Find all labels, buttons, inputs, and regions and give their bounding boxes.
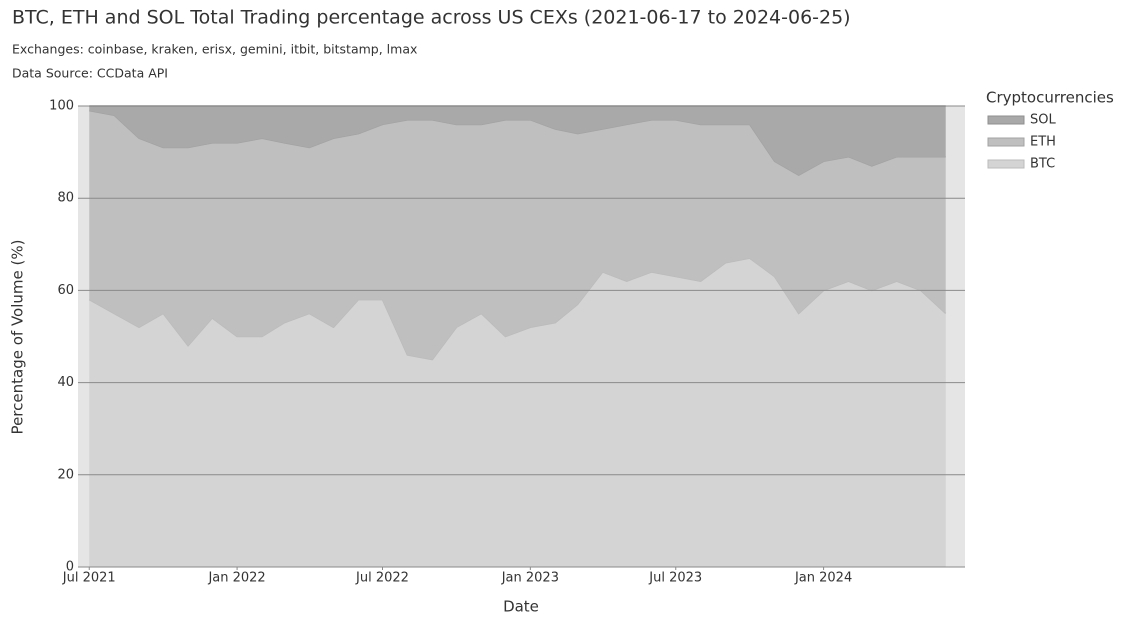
legend-label: ETH	[1030, 135, 1056, 150]
y-tick-label: 80	[57, 191, 74, 206]
y-axis-label: Percentage of Volume (%)	[9, 240, 27, 435]
y-tick-label: 60	[57, 283, 74, 298]
y-tick-label: 0	[66, 560, 74, 575]
x-axis-label: Date	[503, 598, 539, 616]
x-tick-label: Jul 2023	[648, 571, 702, 586]
legend-label: SOL	[1030, 113, 1056, 128]
legend-swatch	[987, 159, 1025, 169]
x-tick-label: Jan 2023	[501, 571, 559, 586]
chart-title: BTC, ETH and SOL Total Trading percentag…	[12, 7, 851, 29]
x-tick-label: Jan 2024	[794, 571, 852, 586]
legend-swatch	[987, 137, 1025, 147]
x-tick-label: Jul 2021	[62, 571, 116, 586]
area	[89, 106, 946, 176]
area	[89, 258, 946, 567]
x-tick-label: Jul 2022	[355, 571, 409, 586]
legend-title: Cryptocurrencies	[986, 89, 1114, 107]
legend-swatch	[987, 115, 1025, 125]
chart-source: Data Source: CCData API	[12, 66, 168, 81]
legend-label: BTC	[1030, 157, 1055, 172]
area	[89, 110, 946, 360]
chart-subtitle: Exchanges: coinbase, kraken, erisx, gemi…	[12, 42, 417, 57]
y-tick-label: 40	[57, 375, 74, 390]
y-tick-label: 20	[57, 467, 74, 482]
x-tick-label: Jan 2022	[207, 571, 265, 586]
y-tick-label: 100	[49, 99, 74, 114]
